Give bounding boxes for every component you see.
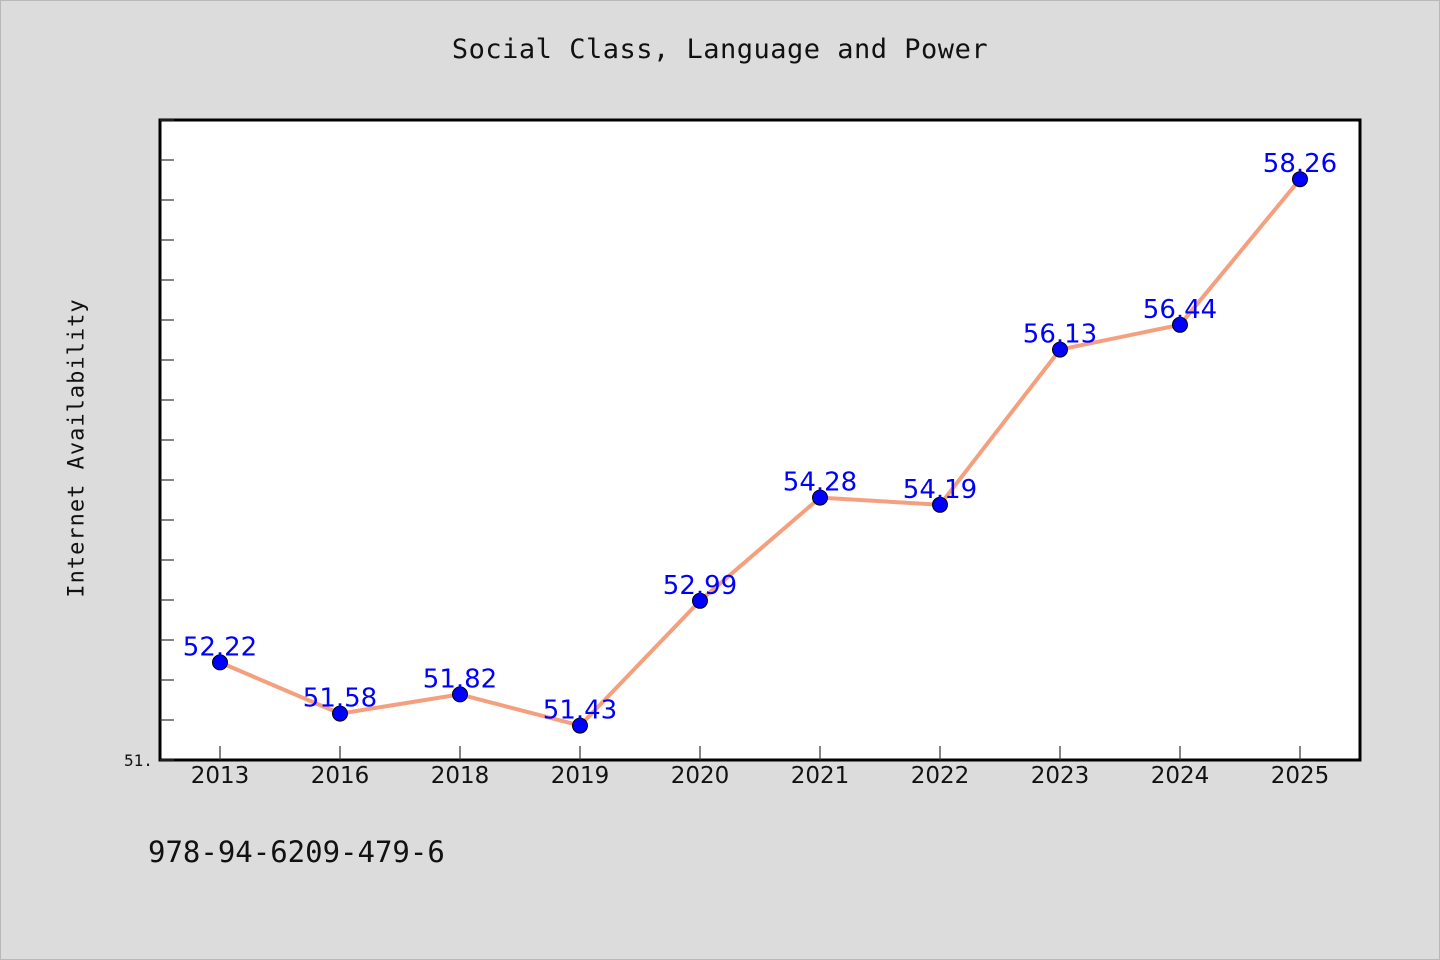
x-tick-label: 2016	[311, 763, 370, 789]
x-tick-label: 2013	[191, 763, 250, 789]
data-label-2020: 52.99	[663, 571, 737, 601]
data-point-2019	[572, 717, 588, 734]
x-tick-label: 2025	[1271, 763, 1330, 789]
footer-code: 978-94-6209-479-6	[148, 835, 445, 869]
x-tick-label: 2018	[431, 763, 490, 789]
plot-area	[158, 118, 1362, 762]
x-tick-label: 2020	[671, 763, 730, 789]
data-label-2025: 58.26	[1263, 149, 1337, 179]
data-label-2021: 54.28	[783, 468, 857, 498]
data-labels: 52.22 51.58 51.82 51.43 52.99 54.28 54.19 56.13…	[183, 149, 1337, 725]
y-tick-label: 51.	[124, 751, 153, 770]
x-tick-label: 2022	[911, 763, 970, 789]
y-axis-ticks: 51.	[124, 119, 174, 770]
data-point-2018	[452, 686, 468, 703]
data-point-2021	[812, 489, 828, 506]
data-point-2023	[1052, 341, 1068, 358]
data-label-2022: 54.19	[903, 475, 977, 505]
chart-title: Social Class, Language and Power	[451, 34, 989, 65]
x-tick-label: 2024	[1151, 763, 1210, 789]
data-label-2023: 56.13	[1023, 320, 1097, 350]
data-point-2016	[332, 705, 348, 722]
x-tick-label: 2023	[1031, 763, 1090, 789]
series-line	[218, 177, 1302, 728]
data-point-2024	[1172, 316, 1188, 333]
data-label-2024: 56.44	[1143, 295, 1217, 325]
x-tick-label: 2021	[791, 763, 850, 789]
data-points	[212, 171, 1308, 734]
data-point-2025	[1292, 171, 1308, 188]
data-point-2013	[212, 654, 228, 671]
data-label-2018: 51.82	[423, 664, 497, 694]
data-label-2013: 52.22	[183, 632, 257, 662]
data-point-2022	[932, 496, 948, 513]
x-tick-label: 2019	[551, 763, 610, 789]
plot-background	[158, 118, 1362, 762]
data-label-2019: 51.43	[543, 696, 617, 726]
x-axis-ticks: 2013 2016 2018 2019 2020 2021 2022 2023 2024 2025	[191, 746, 1330, 789]
data-label-2016: 51.58	[303, 684, 377, 714]
data-point-2020	[692, 592, 708, 609]
